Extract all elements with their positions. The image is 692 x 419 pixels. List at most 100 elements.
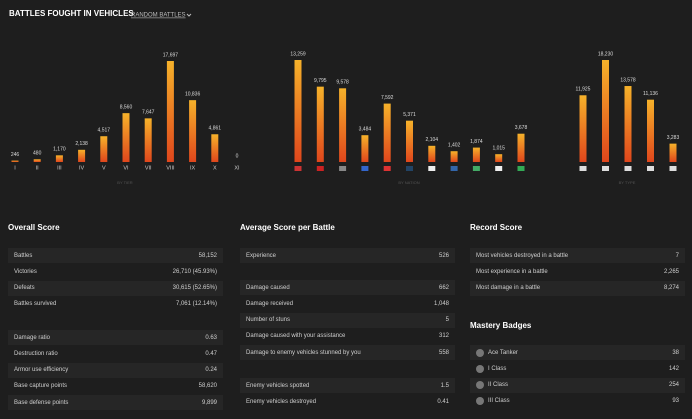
stat-row: Experience 526 <box>240 248 455 263</box>
stat-value: 0.41 <box>437 398 449 405</box>
stat-value: 38 <box>672 349 679 356</box>
value-label: 18,230 <box>598 51 614 57</box>
bar <box>11 160 19 162</box>
stat-label: Base defense points <box>14 399 69 406</box>
stat-value: 9,899 <box>201 399 217 406</box>
flag-icon <box>472 166 480 171</box>
stat-row: Enemy vehicles spotted 1.5 <box>240 378 455 393</box>
bar <box>450 151 458 162</box>
chart-label: BY TIER <box>117 180 133 185</box>
value-label: 13,259 <box>290 51 306 57</box>
type-icon <box>647 166 654 171</box>
stat-value: 58,152 <box>198 252 217 259</box>
stat-label: Damage received <box>246 300 294 307</box>
flag-icon <box>406 166 413 171</box>
stat-label: Battles survived <box>14 301 57 308</box>
value-label: 3,484 <box>359 127 372 133</box>
mode-select[interactable]: RANDOM BATTLES <box>131 13 186 19</box>
stat-row: Destruction ratio 0.47 <box>8 346 223 361</box>
bar <box>144 118 152 162</box>
bar <box>647 99 654 162</box>
bar <box>166 61 174 162</box>
bar <box>624 86 632 162</box>
stat-label: Most damage in a battle <box>476 285 541 292</box>
stat-value: 0.47 <box>205 350 217 357</box>
stat-row: Enemy vehicles destroyed 0.41 <box>240 394 455 409</box>
flag-icon <box>517 166 525 171</box>
stat-value: 26,710 (45.93%) <box>172 268 217 275</box>
stat-value: 58,620 <box>198 383 217 390</box>
value-label: 246 <box>11 152 20 158</box>
value-label: 1,015 <box>492 146 505 152</box>
stat-value: 526 <box>438 252 449 259</box>
stat-label: Damage caused with your assistance <box>246 333 346 340</box>
bar <box>579 95 587 162</box>
bar <box>472 147 480 162</box>
stat-label: Damage ratio <box>14 334 51 341</box>
value-label: 480 <box>33 151 42 157</box>
value-label: 11,925 <box>576 87 591 93</box>
stat-row: Damage to enemy vehicles stunned by you 5… <box>240 345 455 361</box>
stat-row: Damage received 1,048 <box>240 296 455 311</box>
stat-value: 0.24 <box>205 367 217 374</box>
stat-label: Victories <box>14 268 37 275</box>
section-title: Mastery Badges <box>470 321 532 330</box>
value-label: 9,795 <box>314 78 327 84</box>
type-icon <box>579 166 587 171</box>
bar <box>339 88 347 162</box>
value-label: 8,560 <box>120 104 133 110</box>
flag-icon <box>361 166 369 171</box>
stat-row: Battles 58,152 <box>8 248 223 263</box>
bar <box>602 60 609 162</box>
stat-label: Enemy vehicles destroyed <box>246 398 317 405</box>
stat-label: II Class <box>488 382 509 389</box>
stat-label: Most experience in a battle <box>476 268 548 275</box>
bar <box>517 133 525 162</box>
stat-row: Armor use efficiency 0.24 <box>8 362 223 378</box>
section-title: Record Score <box>470 223 523 232</box>
value-label: 5,371 <box>403 112 416 118</box>
stat-label: Destruction ratio <box>14 350 58 357</box>
stat-label: Ace Tanker <box>488 349 518 356</box>
value-label: 3,678 <box>515 125 528 131</box>
value-label: 7,592 <box>381 95 394 101</box>
value-label: 1,170 <box>53 147 66 153</box>
type-icon <box>669 166 677 171</box>
x-tick-label: X <box>213 165 217 171</box>
section-title: Overall Score <box>8 223 60 232</box>
badge-icon <box>476 381 484 390</box>
stat-value: 1.5 <box>440 382 449 389</box>
value-label: 10,836 <box>185 91 201 97</box>
stat-row: Battles survived 7,061 (12.14%) <box>8 297 223 312</box>
flag-icon <box>294 166 302 171</box>
stat-value: 2,265 <box>663 268 679 275</box>
x-tick-label: III <box>57 165 62 171</box>
dropdown-arrow[interactable] <box>186 13 192 17</box>
value-label: 0 <box>236 153 239 159</box>
stat-row: Most vehicles destroyed in a battle 7 <box>470 248 685 263</box>
stat-label: Battles <box>14 252 33 259</box>
x-tick-label: II <box>36 165 40 171</box>
bar <box>211 134 219 162</box>
stat-value: 0.63 <box>205 334 217 341</box>
x-tick-label: XI <box>234 165 240 171</box>
flag-icon <box>428 166 436 171</box>
value-label: 1,874 <box>470 139 483 145</box>
stat-value: 5 <box>445 317 449 324</box>
value-label: 7,647 <box>142 110 155 116</box>
value-label: 4,861 <box>209 126 222 132</box>
stat-row: Defeats 30,615 (52.65%) <box>8 280 223 296</box>
stat-label: III Class <box>488 398 510 405</box>
flag-icon <box>383 166 391 171</box>
bar <box>294 60 302 162</box>
flag-icon <box>316 166 324 171</box>
x-tick-label: VIII <box>166 165 175 171</box>
stat-value: 93 <box>672 398 679 405</box>
header-title: BATTLES FOUGHT IN VEHICLES <box>9 9 134 18</box>
badge-icon <box>476 364 484 373</box>
flag-icon <box>339 166 347 171</box>
value-label: 9,578 <box>336 80 349 86</box>
x-tick-label: VII <box>145 165 152 171</box>
stat-row: Most damage in a battle 8,274 <box>470 280 685 296</box>
